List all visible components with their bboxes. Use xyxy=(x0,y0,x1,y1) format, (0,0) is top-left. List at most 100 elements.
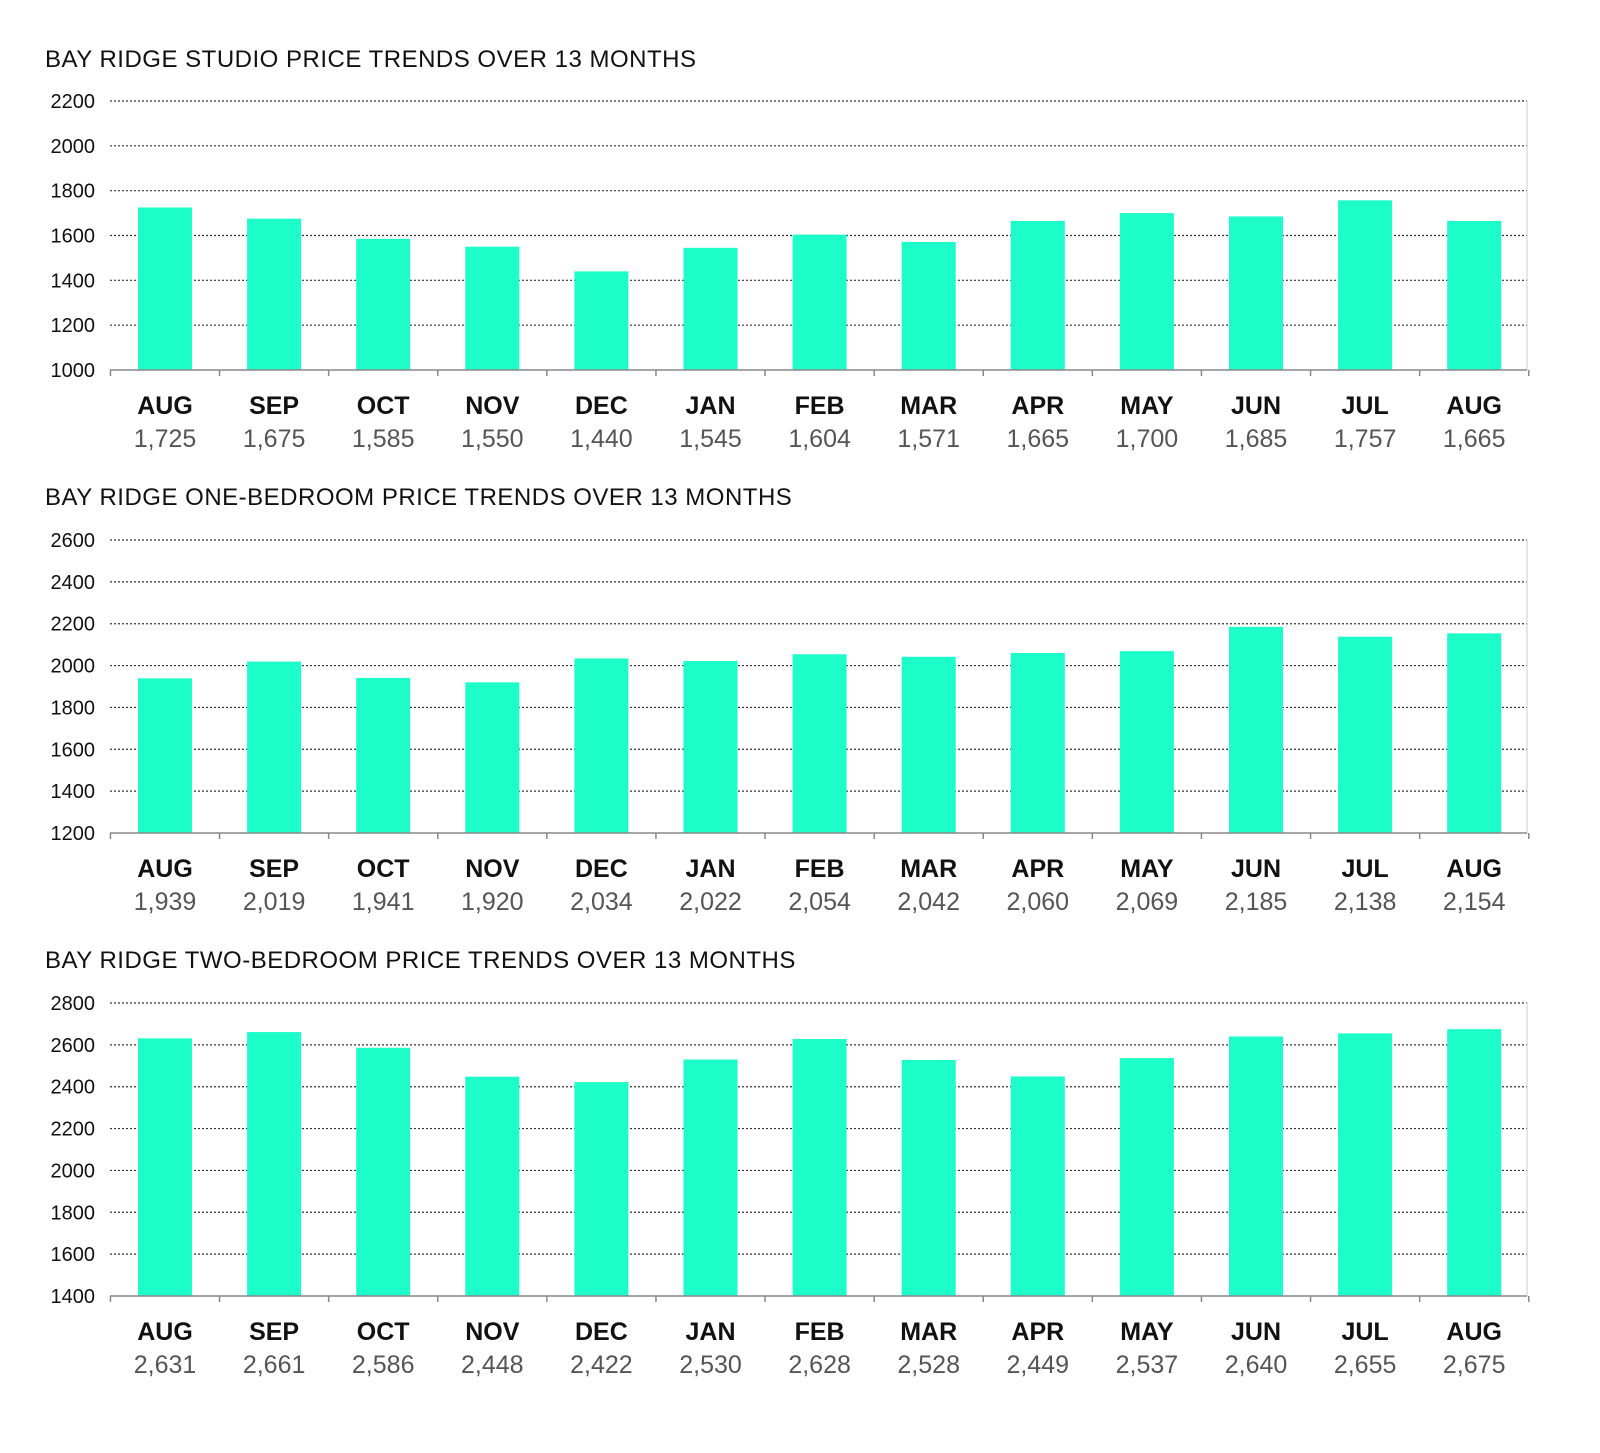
x-tick-label: OCT xyxy=(357,855,410,883)
x-tick-label: MAY xyxy=(1120,1318,1174,1346)
data-label: 1,571 xyxy=(897,425,960,453)
data-label: 1,920 xyxy=(461,888,524,916)
data-label: 1,757 xyxy=(1334,425,1397,453)
x-tick-label: SEP xyxy=(249,392,299,420)
data-label: 2,675 xyxy=(1443,1351,1506,1379)
data-label: 2,537 xyxy=(1116,1351,1179,1379)
x-tick-label: JUL xyxy=(1341,855,1388,883)
data-label: 1,604 xyxy=(788,425,851,453)
y-tick-label: 2000 xyxy=(51,656,96,678)
x-tick-label: AUG xyxy=(137,1318,193,1346)
x-tick-label: FEB xyxy=(795,392,845,420)
chart-title: BAY RIDGE TWO-BEDROOM PRICE TRENDS OVER … xyxy=(45,947,796,974)
bar xyxy=(247,1032,302,1296)
data-label: 2,530 xyxy=(679,1351,742,1379)
x-tick-label: NOV xyxy=(465,392,520,420)
y-tick-label: 1200 xyxy=(51,315,96,337)
x-tick-label: JAN xyxy=(685,1318,735,1346)
y-tick-label: 1800 xyxy=(51,181,96,203)
x-tick-label: AUG xyxy=(1446,1318,1502,1346)
x-tick-label: AUG xyxy=(137,855,193,883)
bar xyxy=(138,207,192,370)
data-label: 2,034 xyxy=(570,888,633,916)
bar xyxy=(465,246,520,370)
data-label: 1,545 xyxy=(679,425,742,453)
y-tick-label: 2000 xyxy=(51,136,96,158)
bar xyxy=(1229,1036,1283,1296)
data-label: 2,661 xyxy=(243,1351,306,1379)
bar xyxy=(683,247,738,370)
x-tick-label: AUG xyxy=(137,392,193,420)
bar xyxy=(1229,626,1283,833)
x-tick-label: MAR xyxy=(900,1318,957,1346)
bar xyxy=(247,661,302,833)
bar xyxy=(1119,651,1174,833)
x-tick-label: APR xyxy=(1011,392,1064,420)
x-tick-label: OCT xyxy=(357,392,410,420)
bar xyxy=(138,1038,192,1296)
bar xyxy=(1119,1058,1174,1296)
bar xyxy=(1338,1033,1393,1296)
bar xyxy=(901,656,956,833)
data-label: 1,440 xyxy=(570,425,633,453)
bar xyxy=(901,242,956,370)
bar xyxy=(1010,1076,1065,1296)
y-tick-label: 2800 xyxy=(51,993,96,1015)
data-label: 2,655 xyxy=(1334,1351,1397,1379)
data-label: 2,586 xyxy=(352,1351,415,1379)
x-tick-label: FEB xyxy=(795,855,845,883)
data-label: 2,060 xyxy=(1007,888,1070,916)
data-label: 2,154 xyxy=(1443,888,1506,916)
bar xyxy=(1447,633,1502,833)
x-tick-label: MAY xyxy=(1120,392,1174,420)
x-tick-label: APR xyxy=(1011,855,1064,883)
bar xyxy=(1338,200,1393,370)
y-tick-label: 2600 xyxy=(51,1035,96,1057)
data-label: 1,550 xyxy=(461,425,524,453)
x-tick-label: NOV xyxy=(465,855,520,883)
y-tick-label: 2400 xyxy=(51,572,96,594)
bar xyxy=(683,1059,738,1296)
data-label: 1,585 xyxy=(352,425,415,453)
y-tick-label: 1000 xyxy=(51,360,96,382)
studio-chart-plot: 1000 1200 1400 1600 1800 2000 2200 AUG 1,725 SEP 1… xyxy=(51,91,1530,453)
x-tick-label: NOV xyxy=(465,1318,520,1346)
x-tick-label: JAN xyxy=(685,392,735,420)
data-label: 2,019 xyxy=(243,888,306,916)
x-tick-label: MAR xyxy=(900,392,957,420)
bar xyxy=(1010,653,1065,833)
bar xyxy=(356,677,411,833)
data-label: 2,422 xyxy=(570,1351,633,1379)
bar xyxy=(683,660,738,833)
y-tick-label: 2000 xyxy=(51,1160,96,1182)
bar xyxy=(792,654,847,833)
y-tick-label: 1800 xyxy=(51,697,96,719)
y-tick-label: 2600 xyxy=(51,530,96,552)
x-tick-label: DEC xyxy=(575,1318,628,1346)
bar xyxy=(1010,220,1065,370)
bar xyxy=(1338,636,1393,833)
data-label: 2,528 xyxy=(897,1351,960,1379)
bar xyxy=(574,658,629,833)
y-tick-label: 1400 xyxy=(51,1286,96,1308)
bar xyxy=(356,238,411,370)
bar xyxy=(1229,216,1283,370)
x-tick-label: APR xyxy=(1011,1318,1064,1346)
data-label: 2,448 xyxy=(461,1351,524,1379)
bar xyxy=(356,1047,411,1296)
x-tick-label: OCT xyxy=(357,1318,410,1346)
data-label: 1,665 xyxy=(1443,425,1506,453)
x-tick-label: JUN xyxy=(1231,392,1281,420)
bar xyxy=(792,1038,847,1296)
y-tick-label: 2400 xyxy=(51,1077,96,1099)
x-tick-label: DEC xyxy=(575,392,628,420)
data-label: 1,939 xyxy=(134,888,197,916)
bar xyxy=(574,1082,629,1296)
bar xyxy=(1447,220,1502,370)
one-bedroom-chart-plot: 1200 1400 1600 1800 2000 2200 2400 2600 AUG 1,939… xyxy=(51,530,1530,916)
x-tick-label: AUG xyxy=(1446,392,1502,420)
y-tick-label: 1800 xyxy=(51,1202,96,1224)
chart-title: BAY RIDGE STUDIO PRICE TRENDS OVER 13 MO… xyxy=(45,46,697,73)
x-tick-label: JUL xyxy=(1341,1318,1388,1346)
y-tick-label: 1600 xyxy=(51,739,96,761)
